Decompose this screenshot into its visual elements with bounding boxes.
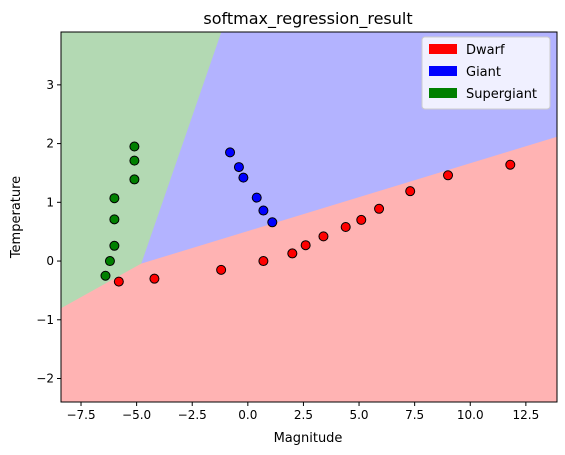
x-tick-label: 5.0 bbox=[349, 408, 368, 422]
point-dwarf-0 bbox=[113, 276, 124, 287]
plot-frame bbox=[60, 31, 558, 403]
legend-swatch-dwarf bbox=[429, 44, 457, 54]
point-giant-1 bbox=[233, 162, 244, 173]
point-dwarf-4 bbox=[287, 248, 298, 259]
point-dwarf-1 bbox=[149, 273, 160, 284]
point-giant-4 bbox=[258, 205, 269, 216]
x-tick-label: −5.0 bbox=[122, 408, 151, 422]
point-dwarf-2 bbox=[216, 264, 227, 275]
point-dwarf-11 bbox=[443, 170, 454, 181]
x-axis-ticks: −7.5 −5.0 −2.5 0.0 2.5 5.0 7.5 10.0 12.5 bbox=[66, 402, 539, 422]
legend-swatch-supergiant bbox=[429, 88, 457, 98]
y-tick-label: 0 bbox=[46, 254, 54, 268]
point-supergiant-7 bbox=[100, 270, 111, 281]
y-tick-label: 2 bbox=[46, 137, 54, 151]
point-supergiant-4 bbox=[109, 214, 120, 225]
x-tick-label: 10.0 bbox=[457, 408, 484, 422]
point-supergiant-3 bbox=[109, 193, 120, 204]
y-axis-label: Temperature bbox=[9, 176, 24, 259]
y-tick-label: −2 bbox=[36, 372, 54, 386]
legend-label-giant: Giant bbox=[466, 65, 501, 80]
chart-title: softmax_regression_result bbox=[203, 9, 412, 29]
data-points bbox=[100, 141, 516, 287]
legend-label-dwarf: Dwarf bbox=[466, 43, 505, 58]
point-supergiant-5 bbox=[109, 240, 120, 251]
point-supergiant-1 bbox=[129, 155, 140, 166]
point-dwarf-10 bbox=[405, 186, 416, 197]
point-dwarf-12 bbox=[505, 159, 516, 170]
point-giant-2 bbox=[238, 172, 249, 183]
x-tick-label: −2.5 bbox=[178, 408, 207, 422]
y-tick-label: 3 bbox=[46, 78, 54, 92]
point-supergiant-0 bbox=[129, 141, 140, 152]
x-axis-label: Magnitude bbox=[274, 431, 343, 446]
point-giant-0 bbox=[225, 147, 236, 158]
x-tick-label: 7.5 bbox=[405, 408, 424, 422]
point-dwarf-6 bbox=[318, 231, 329, 242]
y-axis-ticks: −2 −1 0 1 2 3 bbox=[36, 78, 61, 386]
x-tick-label: −7.5 bbox=[66, 408, 95, 422]
point-dwarf-9 bbox=[374, 203, 385, 214]
point-giant-5 bbox=[267, 217, 278, 228]
legend-swatch-giant bbox=[429, 66, 457, 76]
x-tick-label: 12.5 bbox=[513, 408, 540, 422]
point-dwarf-3 bbox=[258, 256, 269, 267]
point-dwarf-8 bbox=[356, 214, 367, 225]
legend-label-supergiant: Supergiant bbox=[466, 87, 537, 102]
y-tick-label: −1 bbox=[36, 313, 54, 327]
y-tick-label: 1 bbox=[46, 195, 54, 209]
point-dwarf-5 bbox=[300, 240, 311, 251]
legend: Dwarf Giant Supergiant bbox=[421, 36, 551, 110]
point-giant-3 bbox=[251, 192, 262, 203]
x-tick-label: 2.5 bbox=[294, 408, 313, 422]
point-supergiant-2 bbox=[129, 174, 140, 185]
point-dwarf-7 bbox=[340, 221, 351, 232]
point-supergiant-6 bbox=[104, 256, 115, 267]
x-tick-label: 0.0 bbox=[238, 408, 257, 422]
